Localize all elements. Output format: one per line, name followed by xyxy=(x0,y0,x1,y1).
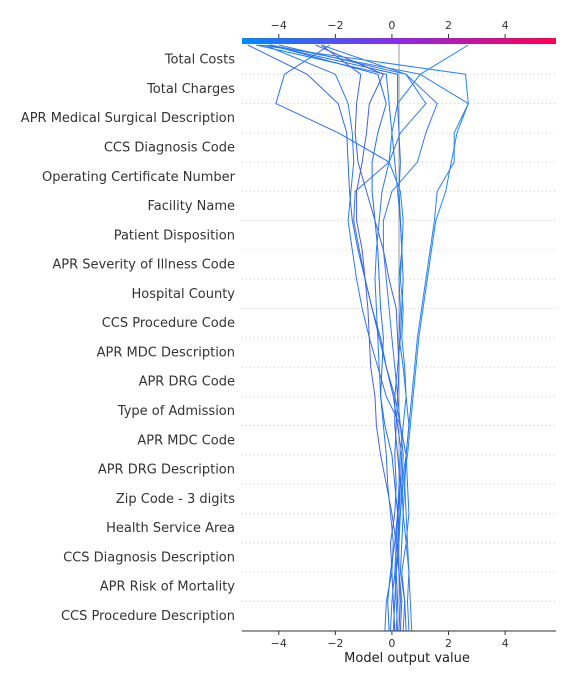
decision-line xyxy=(270,44,399,631)
colorbar-tick-label: 2 xyxy=(445,19,452,32)
feature-label: CCS Procedure Code xyxy=(102,316,235,331)
colorbar-tick-label: −4 xyxy=(271,19,287,32)
feature-label: CCS Diagnosis Code xyxy=(104,140,235,155)
feature-labels: Total Costs Total Charges APR Medical Surg… xyxy=(21,53,236,624)
decision-line xyxy=(270,44,469,631)
decision-line xyxy=(315,44,403,631)
feature-label: CCS Procedure Description xyxy=(61,609,235,624)
x-tick-label: 4 xyxy=(502,637,509,650)
feature-label: Type of Admission xyxy=(117,404,235,419)
x-tick-label: −2 xyxy=(327,637,343,650)
feature-label: APR Medical Surgical Description xyxy=(21,111,235,126)
colorbar: −4 −2 0 2 4 xyxy=(242,19,556,44)
feature-label: Total Costs xyxy=(164,53,235,68)
feature-label: APR Severity of Illness Code xyxy=(52,258,235,273)
x-tick-label: 2 xyxy=(445,637,452,650)
x-tick-label: −4 xyxy=(271,637,287,650)
feature-label: CCS Diagnosis Description xyxy=(63,550,235,565)
feature-label: Patient Disposition xyxy=(114,228,235,243)
feature-label: APR MDC Description xyxy=(97,345,235,360)
colorbar-tick-label: 0 xyxy=(388,19,395,32)
feature-label: Zip Code - 3 digits xyxy=(116,492,235,507)
decision-line xyxy=(247,44,403,631)
decision-line xyxy=(278,44,438,631)
feature-label: Health Service Area xyxy=(106,521,235,536)
decision-line xyxy=(320,44,400,631)
decision-line xyxy=(388,44,469,631)
decision-line xyxy=(258,44,469,631)
colorbar-tick-label: 4 xyxy=(502,19,509,32)
feature-label: Facility Name xyxy=(147,199,235,214)
feature-label: APR Risk of Mortality xyxy=(100,580,236,595)
x-axis: −4 −2 0 2 4 xyxy=(242,630,556,650)
feature-label: Hospital County xyxy=(132,287,236,302)
decision-lines xyxy=(247,44,469,631)
feature-label: Total Charges xyxy=(146,82,235,97)
decision-line xyxy=(321,44,427,631)
x-tick-label: 0 xyxy=(388,637,395,650)
decision-line xyxy=(255,44,410,631)
feature-label: Operating Certificate Number xyxy=(42,170,236,185)
feature-label: APR DRG Code xyxy=(139,375,235,390)
colorbar-tick-label: −2 xyxy=(327,19,343,32)
x-axis-title: Model output value xyxy=(344,651,470,666)
colorbar-gradient xyxy=(242,38,556,44)
feature-label: APR DRG Description xyxy=(98,463,235,478)
feature-label: APR MDC Code xyxy=(137,433,235,448)
